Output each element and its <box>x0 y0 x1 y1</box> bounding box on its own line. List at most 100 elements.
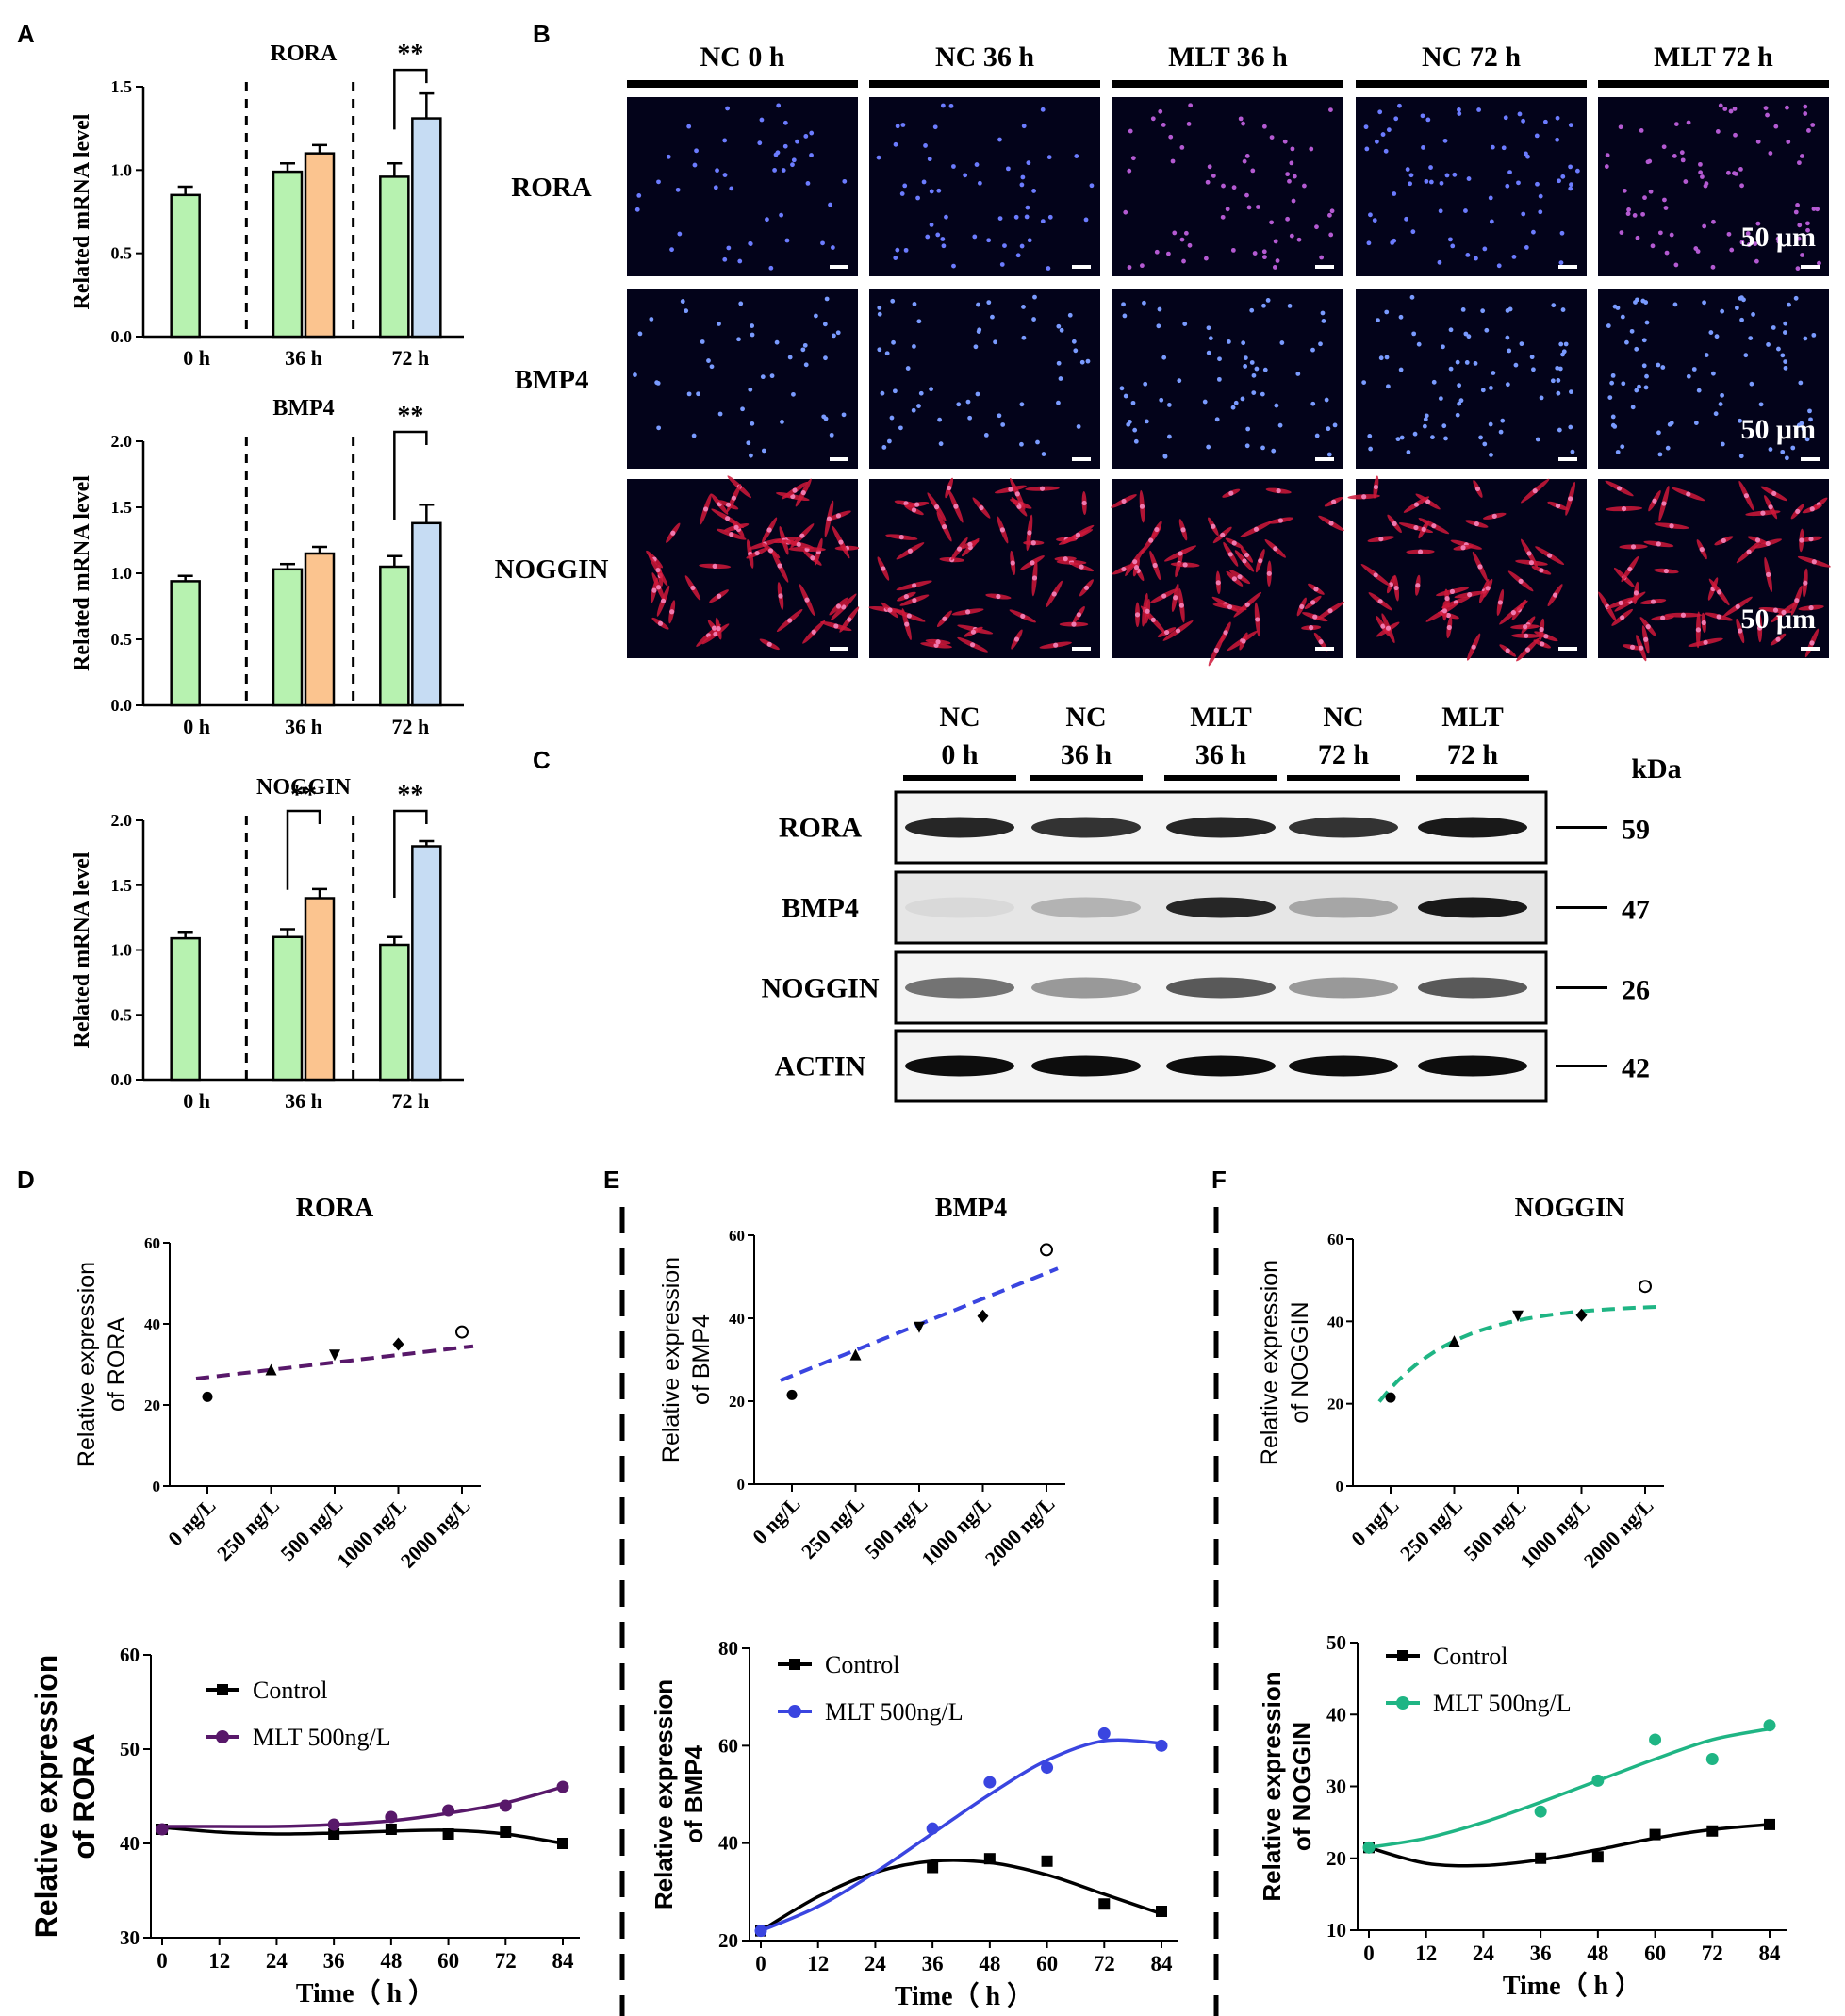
cell-nucleus <box>1274 403 1279 408</box>
cell-nucleus <box>1089 183 1095 189</box>
lane-rule <box>903 775 1016 781</box>
protein-label: BMP4 <box>782 893 859 924</box>
cell-nucleus <box>1505 648 1510 653</box>
cell-nucleus <box>1721 537 1726 543</box>
mlt-point <box>1763 1719 1776 1732</box>
mlt-point <box>156 1823 169 1836</box>
cell-nucleus <box>1803 111 1808 116</box>
y-tick-label: 30 <box>120 1926 140 1949</box>
cell-nucleus <box>729 532 734 537</box>
cell-nucleus <box>1438 396 1443 402</box>
cell-nucleus <box>1020 613 1026 619</box>
protein-band <box>1418 817 1527 838</box>
x-tick-label: 36 h <box>285 715 322 738</box>
cell-nucleus <box>700 339 705 344</box>
cell-nucleus <box>1803 336 1808 341</box>
x-tick-label: 0 h <box>183 1089 210 1113</box>
kda-value: 47 <box>1622 895 1650 926</box>
cell-nucleus <box>1019 441 1024 447</box>
cell-nucleus <box>716 593 722 599</box>
cell-nucleus <box>1547 553 1553 558</box>
cell-nucleus <box>725 516 731 521</box>
cell-nucleus <box>1505 382 1510 388</box>
cell-nucleus <box>1665 445 1671 451</box>
cell-nucleus <box>1718 402 1723 406</box>
cell-nucleus <box>1292 174 1297 179</box>
lane-rule <box>1030 775 1143 781</box>
cell-nucleus <box>1660 615 1666 620</box>
cell-nucleus <box>1698 161 1703 167</box>
cell-nucleus <box>1404 216 1409 222</box>
cell-nucleus <box>1291 198 1296 204</box>
cell-nucleus <box>1630 405 1636 410</box>
cell-nucleus <box>778 593 783 599</box>
cell-nucleus <box>1408 173 1414 178</box>
cell-nucleus <box>967 415 973 421</box>
cell-nucleus <box>1368 212 1373 218</box>
cell-nucleus <box>1249 307 1255 313</box>
cell-nucleus <box>1754 258 1759 264</box>
x-tick-label: 60 <box>437 1949 459 1973</box>
legend-mlt-label: MLT 500ng/L <box>253 1724 391 1751</box>
cell-nucleus <box>690 585 696 591</box>
cell-nucleus <box>977 327 982 333</box>
cell-nucleus <box>1657 230 1663 236</box>
protein-band <box>1166 1055 1276 1077</box>
protein-band <box>1031 977 1141 999</box>
cell-nucleus <box>1808 604 1814 611</box>
cell-nucleus <box>1361 380 1367 386</box>
micrograph-image <box>627 289 858 469</box>
cell-nucleus <box>1633 590 1639 596</box>
cell-nucleus <box>1633 300 1638 305</box>
cell-nucleus <box>1395 437 1401 442</box>
cell-nucleus <box>1757 625 1763 631</box>
cell-nucleus <box>654 380 660 386</box>
cell-nucleus <box>1079 564 1084 570</box>
cell-nucleus <box>929 387 933 392</box>
mlt-curve <box>760 1738 1162 1933</box>
cell-nucleus <box>696 391 700 397</box>
cell-nucleus <box>1329 208 1335 214</box>
x-tick-label: 72 h <box>391 1089 429 1113</box>
cell-nucleus <box>1531 229 1536 235</box>
protein-band <box>1166 977 1276 999</box>
cell-nucleus <box>803 362 809 368</box>
cell-nucleus <box>722 138 728 143</box>
cell-nucleus <box>1795 508 1801 514</box>
cell-nucleus <box>1220 532 1226 538</box>
data-point <box>1512 1310 1524 1322</box>
y-axis-label: Related mRNA level <box>70 475 94 671</box>
cell-nucleus <box>1568 424 1573 430</box>
control-point <box>1591 1851 1604 1863</box>
cell-nucleus <box>1619 230 1624 236</box>
cell-nucleus <box>634 207 640 212</box>
cell-nucleus <box>1448 237 1453 242</box>
data-point <box>1448 1335 1460 1347</box>
cell-nucleus <box>937 417 943 422</box>
cell-nucleus <box>986 238 992 243</box>
cell-nucleus <box>1771 325 1776 330</box>
cell-nucleus <box>1622 188 1627 193</box>
cell-nucleus <box>1074 154 1079 158</box>
cell-nucleus <box>880 390 885 396</box>
cell-nucleus <box>1768 504 1773 510</box>
cell-nucleus <box>1746 549 1752 554</box>
cell-nucleus <box>1799 154 1804 158</box>
cell-nucleus <box>890 298 896 304</box>
cell-nucleus <box>898 425 903 431</box>
x-tick-label: 0 h <box>183 715 210 738</box>
significance-label: ** <box>290 781 317 810</box>
cell-nucleus <box>830 245 835 250</box>
cell-nucleus <box>694 148 699 154</box>
y-tick-label: 40 <box>1327 1313 1343 1330</box>
cell-nucleus <box>1154 526 1160 533</box>
cell-nucleus <box>791 391 796 397</box>
cell-nucleus <box>790 162 795 168</box>
cell-nucleus <box>1178 603 1184 608</box>
y-tick-label: 60 <box>1327 1231 1343 1248</box>
cell-nucleus <box>1251 390 1257 395</box>
cell-nucleus <box>1743 353 1749 358</box>
cell-nucleus <box>1686 120 1691 125</box>
cell-nucleus <box>1063 556 1068 562</box>
